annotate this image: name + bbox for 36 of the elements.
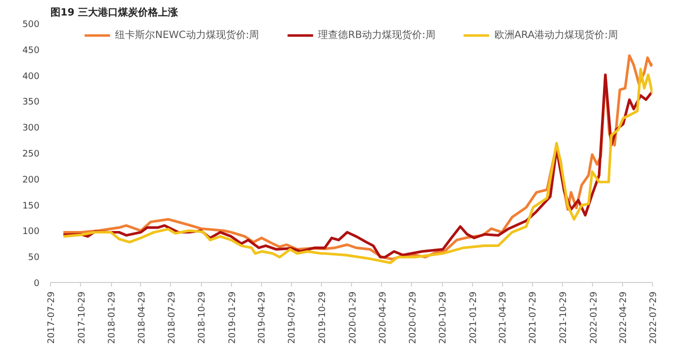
x-tick-label: 2019-01-29 [228, 291, 238, 344]
y-tick-label: 500 [22, 20, 40, 30]
y-tick-label: 350 [22, 98, 40, 108]
y-tick-label: 400 [22, 72, 40, 82]
x-tick-label: 2019-10-29 [318, 291, 328, 344]
y-tick-label: 300 [22, 124, 40, 134]
y-tick-label: 0 [34, 279, 40, 289]
x-tick-label: 2021-07-29 [528, 291, 539, 344]
x-tick-label: 2020-01-29 [348, 291, 358, 344]
y-tick-label: 50 [28, 253, 40, 264]
chart-title: 图19 三大港口煤炭价格上涨 [50, 6, 179, 18]
x-tick-label: 2019-04-29 [258, 291, 268, 344]
x-tick-label: 2020-07-29 [408, 291, 418, 344]
x-tick-label: 2021-01-29 [468, 291, 479, 344]
y-tick-label: 450 [22, 46, 40, 56]
x-tick-label: 2020-04-29 [378, 291, 388, 344]
y-tick-label: 150 [22, 201, 40, 212]
x-tick-label: 2021-04-29 [498, 291, 509, 344]
y-tick-label: 200 [22, 175, 40, 186]
legend-label: 理查德RB动力煤现货价:周 [318, 28, 436, 42]
x-tick-label: 2018-04-29 [137, 291, 148, 344]
y-tick-label: 250 [22, 150, 40, 160]
x-tick-label: 2018-07-29 [167, 291, 178, 344]
x-tick-label: 2021-10-29 [558, 291, 569, 344]
x-tick-label: 2019-07-29 [288, 291, 298, 344]
x-tick-label: 2022-04-29 [619, 291, 629, 344]
y-tick-label: 100 [22, 227, 40, 238]
x-tick-label: 2017-07-29 [47, 291, 57, 344]
legend-label: 纽卡斯尔NEWC动力煤现货价:周 [115, 28, 260, 42]
x-tick-label: 2018-01-29 [108, 291, 118, 344]
x-tick-label: 2018-10-29 [198, 291, 208, 344]
x-tick-label: 2022-01-29 [589, 291, 600, 344]
x-tick-label: 2017-10-29 [77, 291, 88, 344]
x-tick-label: 2020-10-29 [438, 291, 449, 344]
x-tick-label: 2022-07-29 [649, 291, 659, 344]
legend-label: 欧洲ARA港动力煤现货价:周 [494, 28, 618, 42]
